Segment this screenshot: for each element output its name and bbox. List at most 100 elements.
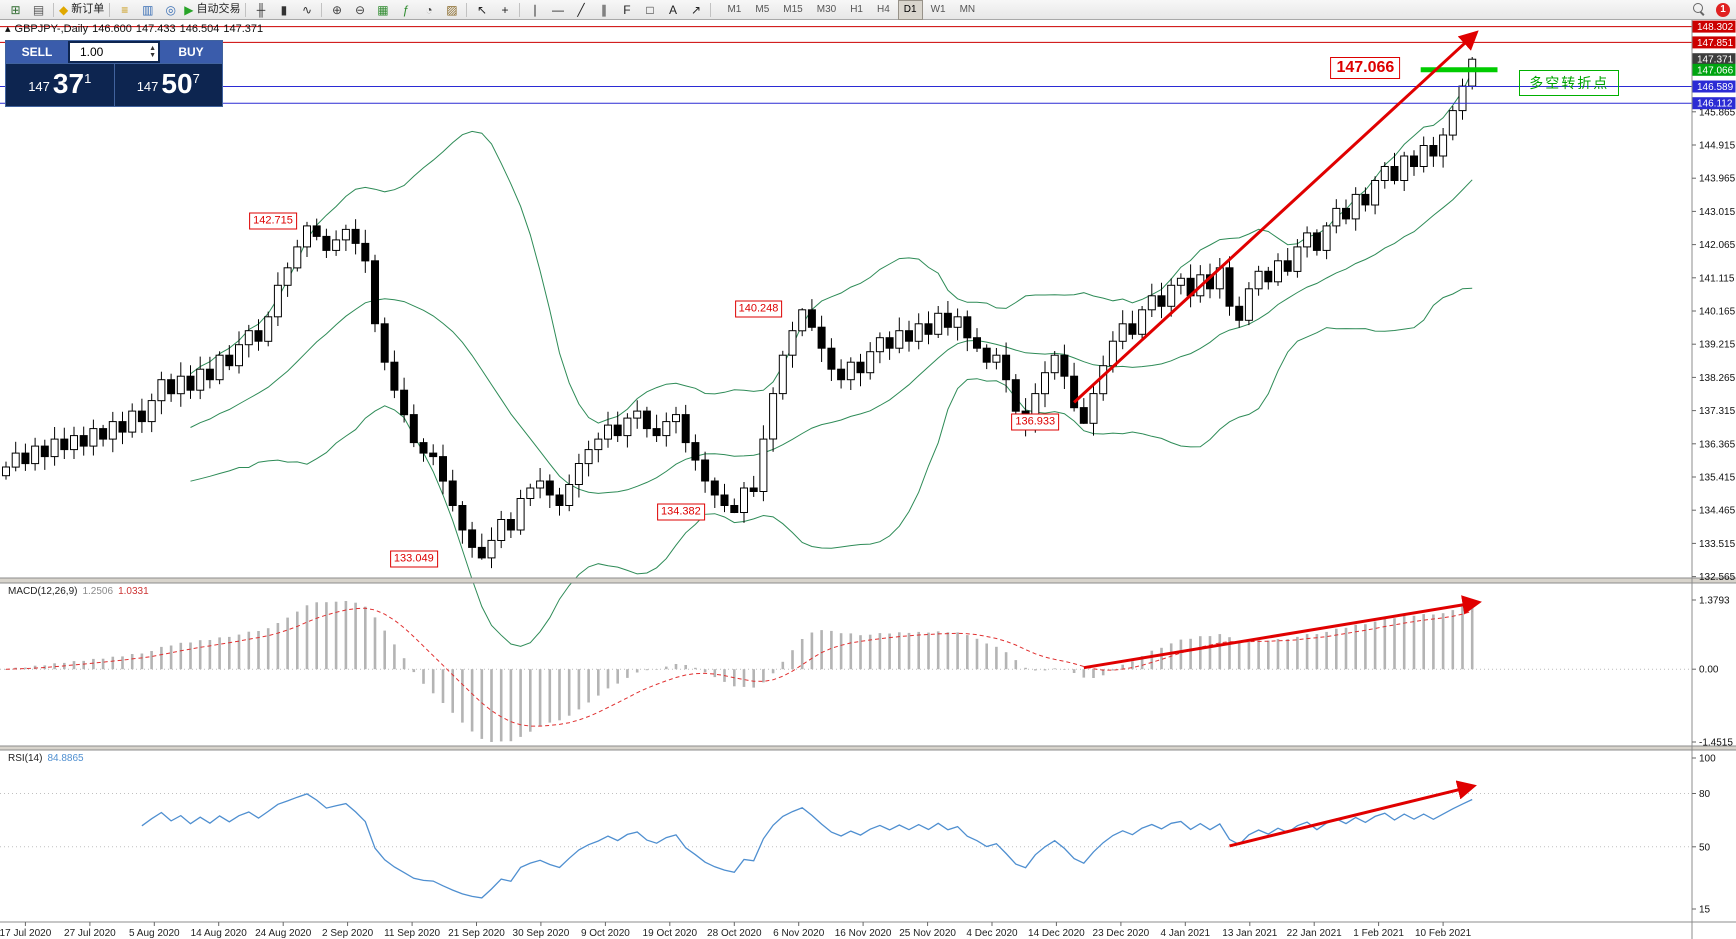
- rsi-axis: 100 80 50 15: [1692, 754, 1716, 916]
- new-order-button-label: 新订单: [71, 3, 105, 15]
- volume-input[interactable]: 1.00 ▲ ▼: [70, 43, 158, 61]
- tile-windows-icon: ▦: [377, 2, 389, 17]
- templates-icon: ▨: [446, 2, 458, 17]
- shapes-icon: □: [646, 2, 654, 17]
- svg-text:15: 15: [1699, 905, 1711, 916]
- svg-text:141.115: 141.115: [1699, 273, 1735, 284]
- annotation-text-box[interactable]: 多空转折点: [1519, 69, 1620, 96]
- toolbar-right: 1: [1693, 2, 1732, 17]
- sell-price-point: 1: [84, 71, 92, 86]
- trend-arrow-main[interactable]: [1073, 30, 1479, 404]
- svg-text:30 Sep 2020: 30 Sep 2020: [513, 928, 570, 939]
- price-callout[interactable]: 136.933: [1011, 413, 1060, 431]
- svg-text:14 Dec 2020: 14 Dec 2020: [1028, 928, 1085, 939]
- crosshair-icon[interactable]: +: [493, 1, 516, 19]
- navigator-icon[interactable]: ◎: [159, 1, 182, 19]
- arrows-icon[interactable]: ↗: [684, 1, 707, 19]
- new-chart-icon: ⊞: [10, 2, 21, 17]
- fibonacci-icon: F: [623, 2, 631, 17]
- timeframe-h1-button[interactable]: H1: [850, 3, 863, 15]
- bars-chart-icon[interactable]: ╫: [249, 1, 272, 19]
- svg-text:142.065: 142.065: [1699, 240, 1736, 251]
- periods-icon[interactable]: ◔: [417, 1, 440, 19]
- new-chart-icon[interactable]: ⊞: [4, 1, 27, 19]
- svg-text:147.851: 147.851: [1697, 38, 1734, 49]
- notification-badge[interactable]: 1: [1716, 2, 1730, 17]
- svg-text:11 Sep 2020: 11 Sep 2020: [384, 928, 440, 939]
- zoom-in-icon[interactable]: ⊕: [325, 1, 348, 19]
- buy-button[interactable]: BUY: [160, 41, 222, 63]
- vertical-line-icon: ∣: [531, 2, 538, 17]
- price-callout[interactable]: 140.248: [734, 300, 783, 318]
- time-axis[interactable]: 17 Jul 2020 27 Jul 2020 5 Aug 2020 14 Aug 2…: [0, 922, 1472, 939]
- buy-price[interactable]: 147 50 7: [115, 64, 223, 106]
- timeframe-m1-button[interactable]: M1: [727, 3, 742, 15]
- rsi-line: [141, 793, 1473, 899]
- price-callout[interactable]: 142.715: [249, 212, 297, 230]
- pane-splitter[interactable]: [0, 746, 1736, 750]
- timeframe-mn-button[interactable]: MN: [959, 3, 976, 15]
- candles-chart-icon[interactable]: ▮: [272, 1, 295, 19]
- vertical-line-icon[interactable]: ∣: [523, 1, 546, 19]
- data-window-icon[interactable]: ▥: [136, 1, 159, 19]
- svg-text:134.465: 134.465: [1699, 506, 1736, 517]
- autotrading-button[interactable]: ▶ 自动交易: [182, 1, 242, 19]
- buy-price-pips: 50: [161, 68, 193, 99]
- tile-windows-icon[interactable]: ▦: [371, 1, 394, 19]
- svg-text:4 Jan 2021: 4 Jan 2021: [1161, 928, 1211, 939]
- price-levels[interactable]: [0, 26, 1692, 104]
- toolbar-buttons: ⊞ ▤ ◆ 新订单 ≡ ▥ ◎ ▶ 自动交易 ╫ ▮ ∿ ⊕ ⊖ ▦ ƒ ◔ ▨ ↖ + ∣ ― ╱ ∥ F □ A ↗: [4, 0, 714, 19]
- price-callout[interactable]: 133.049: [389, 550, 438, 568]
- svg-text:9 Oct 2020: 9 Oct 2020: [581, 928, 630, 939]
- timeframe-m5-button[interactable]: M5: [755, 3, 770, 15]
- channel-icon[interactable]: ∥: [592, 1, 615, 19]
- timeframe-m15-button[interactable]: M15: [783, 3, 803, 15]
- crosshair-icon: +: [501, 2, 509, 17]
- volume-down-button[interactable]: ▼: [149, 52, 156, 59]
- trend-arrow-rsi[interactable]: [1229, 780, 1477, 848]
- indicators-icon[interactable]: ƒ: [394, 1, 417, 19]
- svg-text:10 Feb 2021: 10 Feb 2021: [1415, 928, 1472, 939]
- sell-price[interactable]: 147 37 1: [6, 64, 115, 106]
- indicators-icon: ƒ: [402, 2, 410, 17]
- trend-arrow-macd[interactable]: [1083, 595, 1482, 670]
- periods-icon: ◔: [425, 2, 433, 17]
- candles: [2, 57, 1477, 569]
- svg-text:5 Aug 2020: 5 Aug 2020: [129, 928, 180, 939]
- zoom-out-icon[interactable]: ⊖: [348, 1, 371, 19]
- search-icon[interactable]: [1693, 3, 1706, 16]
- templates-icon[interactable]: ▨: [440, 1, 463, 19]
- text-icon[interactable]: A: [661, 1, 684, 19]
- svg-text:143.965: 143.965: [1699, 174, 1736, 185]
- timeframe-w1-button[interactable]: W1: [930, 3, 946, 15]
- svg-text:0.00: 0.00: [1699, 665, 1719, 676]
- cursor-icon[interactable]: ↖: [470, 1, 493, 19]
- sell-price-pips: 37: [52, 68, 85, 99]
- timeframe-m30-button[interactable]: M30: [816, 3, 837, 15]
- price-axis[interactable]: 145.865 144.915 143.965 143.015 142.065 141.1…: [1692, 107, 1736, 583]
- svg-text:135.415: 135.415: [1699, 473, 1736, 484]
- timeframe-h4-button[interactable]: H4: [876, 3, 890, 15]
- arrows-icon: ↗: [690, 2, 701, 17]
- market-watch-icon[interactable]: ≡: [113, 1, 136, 19]
- svg-text:100: 100: [1699, 754, 1716, 765]
- profiles-icon[interactable]: ▤: [27, 1, 50, 19]
- shapes-icon[interactable]: □: [638, 1, 661, 19]
- volume-up-button[interactable]: ▲: [149, 45, 156, 52]
- zoom-out-icon: ⊖: [354, 2, 365, 17]
- profiles-icon: ▤: [32, 2, 45, 17]
- horizontal-line-icon[interactable]: ―: [546, 1, 569, 19]
- price-callout[interactable]: 147.066: [1330, 56, 1401, 79]
- pane-splitter[interactable]: [0, 578, 1736, 583]
- line-chart-icon[interactable]: ∿: [295, 1, 318, 19]
- price-callout[interactable]: 134.382: [656, 503, 705, 521]
- sell-button[interactable]: SELL: [6, 41, 68, 63]
- fibonacci-icon[interactable]: F: [615, 1, 638, 19]
- timeframe-d1-button[interactable]: D1: [897, 0, 923, 20]
- trendline-icon[interactable]: ╱: [569, 1, 592, 19]
- svg-text:146.589: 146.589: [1697, 82, 1734, 93]
- new-order-button[interactable]: ◆ 新订单: [57, 1, 106, 19]
- svg-text:16 Nov 2020: 16 Nov 2020: [835, 928, 892, 939]
